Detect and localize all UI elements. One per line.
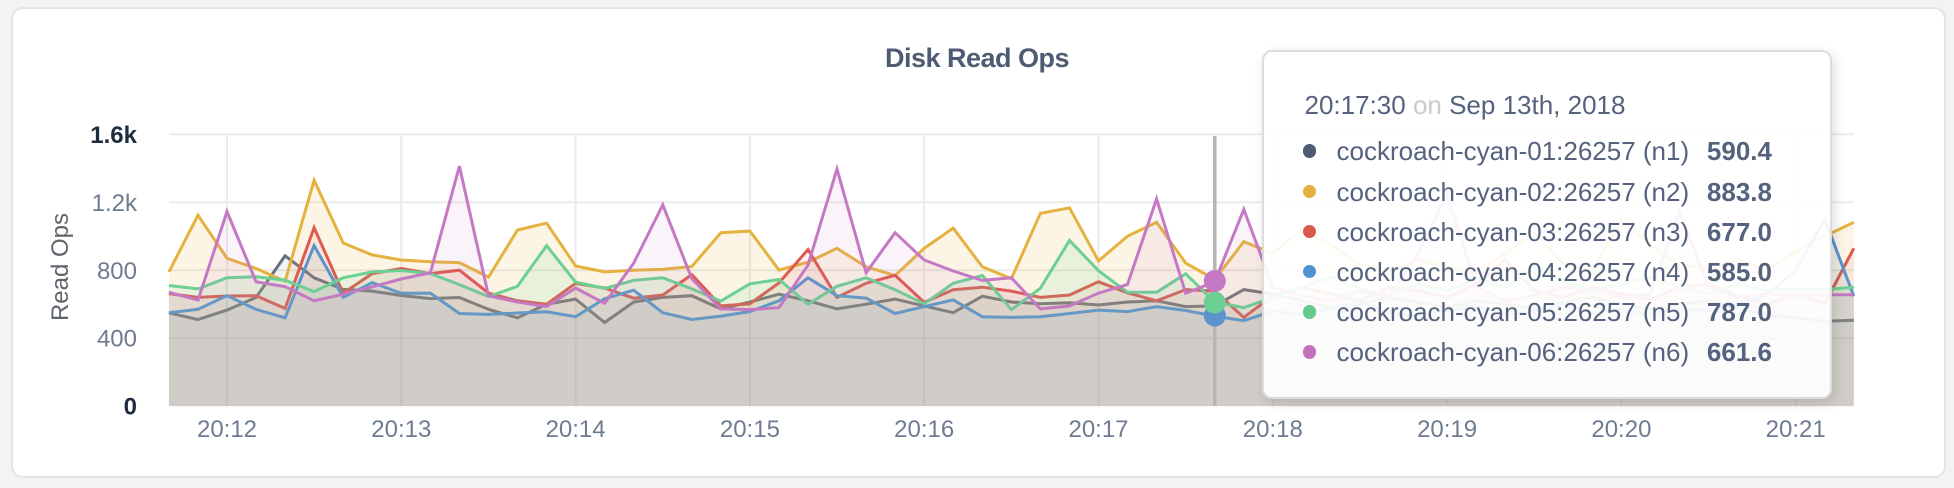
svg-text:Read Ops: Read Ops — [47, 213, 74, 321]
svg-text:20:20: 20:20 — [1591, 416, 1651, 443]
svg-text:0: 0 — [124, 394, 137, 421]
svg-text:20:21: 20:21 — [1766, 416, 1826, 443]
svg-text:20:19: 20:19 — [1417, 416, 1477, 443]
svg-text:20:14: 20:14 — [546, 416, 606, 443]
svg-text:20:16: 20:16 — [894, 416, 954, 443]
svg-text:800: 800 — [97, 258, 137, 285]
svg-text:20:13: 20:13 — [371, 416, 431, 443]
svg-text:20:15: 20:15 — [720, 416, 780, 443]
svg-text:1.2k: 1.2k — [92, 190, 138, 217]
svg-text:20:18: 20:18 — [1243, 416, 1303, 443]
svg-text:20:12: 20:12 — [197, 416, 257, 443]
svg-text:400: 400 — [97, 326, 137, 353]
svg-text:20:17: 20:17 — [1068, 416, 1128, 443]
svg-text:1.6k: 1.6k — [90, 122, 137, 149]
